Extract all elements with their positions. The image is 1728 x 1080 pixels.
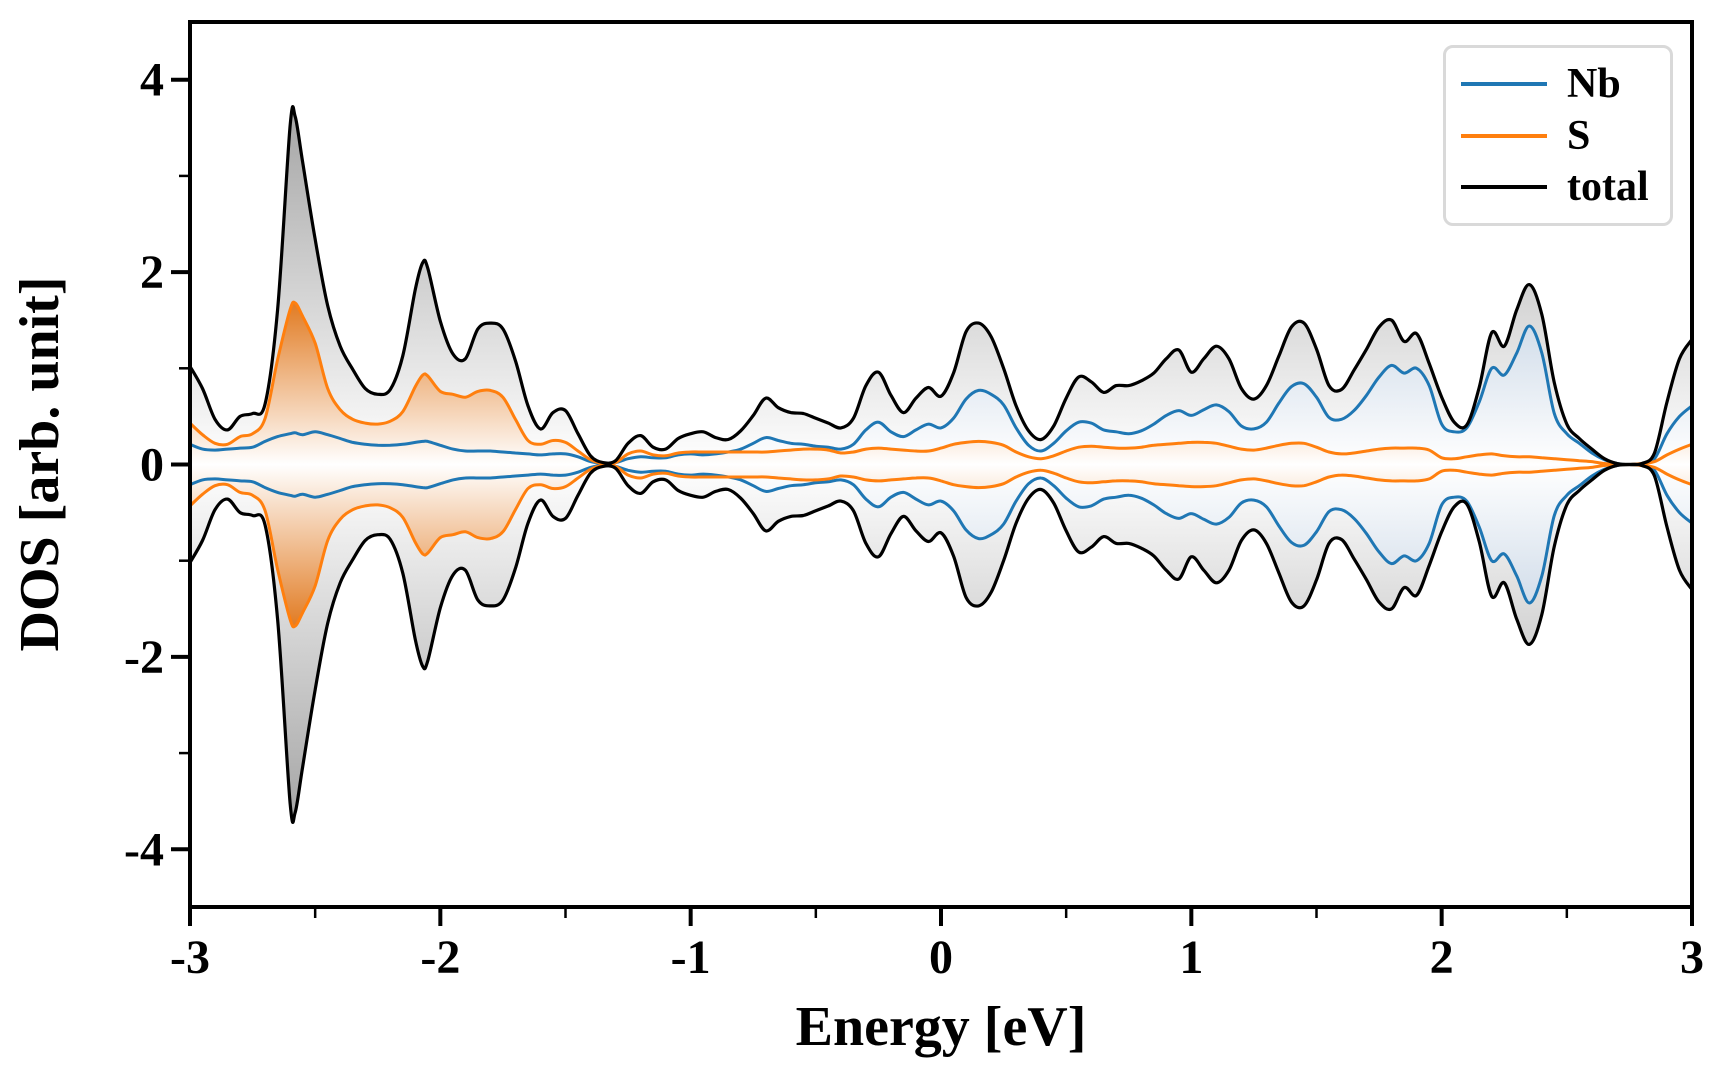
plot-area	[190, 105, 1692, 824]
x-tick-label: 0	[929, 931, 953, 984]
legend-item-total: total	[1446, 166, 1670, 208]
legend-label: Nb	[1567, 61, 1621, 108]
fill-s	[190, 302, 1692, 627]
legend-item-nb: Nb	[1446, 63, 1670, 105]
curve-s-spin-up	[190, 300, 1692, 467]
legend-line-nb	[1461, 82, 1547, 87]
curve-total-spin-up	[190, 105, 1692, 467]
y-tick-label: 0	[140, 439, 164, 492]
x-axis-label: Energy [eV]	[796, 996, 1087, 1058]
x-tick-label: 3	[1680, 931, 1704, 984]
x-tick-label: -3	[170, 931, 210, 984]
y-tick-label: 2	[140, 246, 164, 299]
x-tick-label: -2	[420, 931, 460, 984]
legend-item-s: S	[1446, 115, 1670, 157]
curve-nb-spin-up	[190, 324, 1692, 466]
x-tick-label: -1	[671, 931, 711, 984]
y-tick-label: 4	[140, 54, 164, 107]
legend-line-total	[1461, 184, 1547, 189]
y-tick-label: -2	[124, 631, 164, 684]
x-tick-label: 1	[1179, 931, 1203, 984]
y-tick-label: -4	[124, 823, 164, 876]
x-tick-label: 2	[1430, 931, 1454, 984]
legend-label: S	[1567, 112, 1591, 159]
legend-label: total	[1567, 163, 1649, 210]
curve-nb-spin-down	[190, 463, 1692, 605]
curve-total-spin-down	[190, 462, 1692, 824]
y-axis-label: DOS [arb. unit]	[9, 277, 71, 652]
legend-line-s	[1461, 133, 1547, 138]
curve-s-spin-down	[190, 462, 1692, 629]
